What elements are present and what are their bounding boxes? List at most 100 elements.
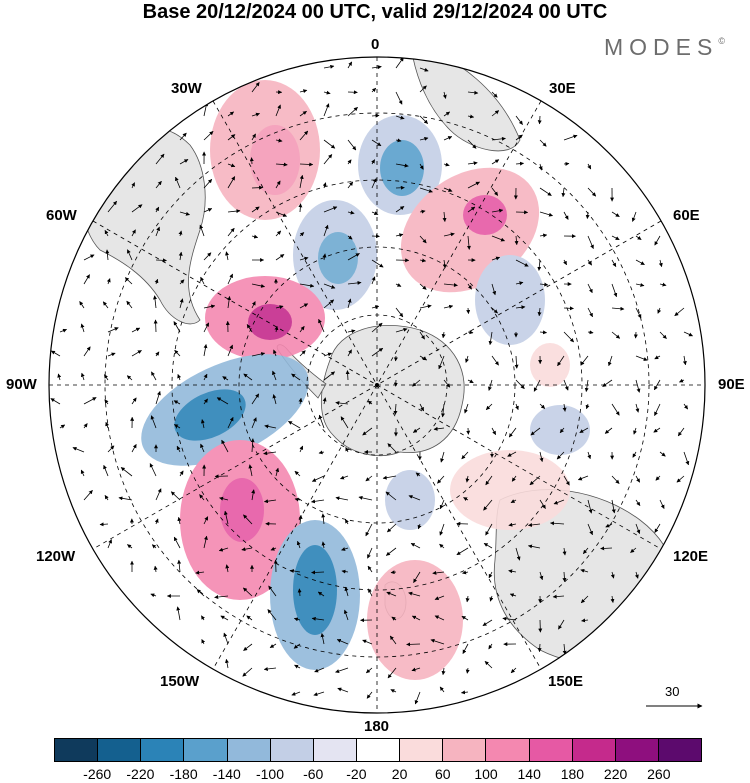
wind-arrow bbox=[299, 174, 304, 189]
wind-arrow bbox=[251, 283, 265, 288]
wind-arrow bbox=[515, 403, 519, 411]
wind-arrow bbox=[347, 329, 356, 334]
wind-arrow bbox=[635, 282, 645, 287]
wind-arrow bbox=[366, 691, 373, 699]
wind-arrow bbox=[587, 235, 594, 249]
wind-arrow bbox=[395, 233, 404, 238]
wind-arrow bbox=[611, 211, 620, 218]
wind-arrow bbox=[155, 226, 160, 237]
wind-arrow bbox=[563, 331, 574, 343]
wind-arrow bbox=[395, 57, 404, 69]
wind-arrow bbox=[251, 133, 256, 141]
wind-arrow bbox=[105, 249, 110, 261]
wind-arrow bbox=[103, 374, 109, 381]
wind-arrow bbox=[676, 475, 685, 483]
wind-arrow bbox=[107, 327, 119, 333]
wind-arrow bbox=[611, 331, 621, 339]
wind-arrow bbox=[631, 211, 637, 222]
wind-arrow bbox=[269, 643, 277, 649]
wind-arrow bbox=[131, 397, 137, 405]
wind-arrow bbox=[607, 355, 613, 367]
wind-arrow bbox=[395, 283, 402, 287]
wind-arrow bbox=[227, 176, 236, 189]
wind-arrow bbox=[387, 667, 397, 679]
wind-arrow bbox=[131, 204, 143, 213]
wind-arrow bbox=[126, 375, 133, 381]
wind-arrow bbox=[491, 355, 499, 366]
wind-arrow bbox=[294, 470, 301, 477]
wind-arrow bbox=[411, 615, 421, 621]
wind-arrow bbox=[251, 206, 260, 213]
wind-arrow bbox=[508, 522, 517, 527]
wind-arrow bbox=[251, 112, 260, 117]
wind-arrow bbox=[80, 372, 85, 381]
wind-arrow bbox=[362, 639, 373, 645]
wind-arrow bbox=[563, 211, 569, 220]
wind-arrow bbox=[561, 187, 566, 198]
wind-arrow bbox=[467, 139, 477, 149]
wind-arrow bbox=[299, 445, 304, 453]
wind-arrow bbox=[563, 259, 567, 266]
wind-arrow bbox=[587, 451, 592, 460]
colorbar-segment bbox=[529, 739, 573, 761]
wind-arrow bbox=[395, 327, 408, 333]
wind-arrow bbox=[491, 256, 501, 261]
wind-arrow bbox=[432, 570, 445, 575]
wind-arrow bbox=[443, 232, 455, 237]
wind-arrow bbox=[299, 350, 306, 357]
wind-arrow bbox=[387, 523, 397, 533]
wind-arrow bbox=[83, 397, 97, 405]
wind-arrow bbox=[539, 233, 548, 238]
wind-arrow bbox=[461, 690, 469, 695]
wind-arrow bbox=[323, 224, 329, 237]
wind-arrow bbox=[248, 464, 253, 477]
wind-arrow bbox=[107, 200, 118, 213]
wind-arrow bbox=[174, 349, 181, 357]
wind-arrow bbox=[558, 619, 565, 630]
wind-arrow bbox=[539, 451, 544, 462]
wind-arrow bbox=[83, 489, 93, 501]
wind-arrow bbox=[488, 331, 493, 346]
lon-label-90w: 90W bbox=[6, 376, 37, 393]
wind-arrow bbox=[556, 451, 565, 460]
wind-arrow bbox=[299, 130, 309, 141]
anomaly-100e-positive bbox=[450, 450, 570, 530]
wind-arrow bbox=[515, 134, 523, 141]
colorbar-tick-label: 220 bbox=[603, 766, 628, 782]
wind-arrow bbox=[335, 667, 349, 674]
wind-arrow bbox=[467, 114, 475, 119]
wind-arrow bbox=[203, 304, 216, 309]
wind-arrow bbox=[199, 494, 205, 501]
wind-arrow bbox=[539, 403, 546, 409]
wind-arrow bbox=[178, 230, 183, 237]
wind-arrow bbox=[562, 403, 567, 412]
wind-arrow bbox=[552, 594, 565, 599]
anomaly-70e-negative bbox=[475, 255, 545, 345]
wind-arrow bbox=[201, 639, 206, 645]
wind-arrow bbox=[251, 301, 256, 309]
wind-arrow bbox=[419, 283, 427, 290]
wind-arrow bbox=[438, 355, 445, 370]
wind-arrow bbox=[635, 475, 641, 483]
wind-arrow bbox=[173, 400, 181, 405]
wind-arrow bbox=[587, 187, 597, 197]
wind-arrow bbox=[179, 298, 184, 309]
wind-arrow bbox=[530, 427, 541, 436]
lon-label-60w: 60W bbox=[46, 207, 77, 224]
anomaly-180-negative bbox=[385, 470, 435, 530]
wind-arrow bbox=[414, 691, 421, 705]
wind-arrow bbox=[581, 618, 589, 623]
wind-arrow bbox=[385, 491, 397, 501]
wind-arrow bbox=[131, 350, 142, 357]
wind-arrow bbox=[539, 330, 547, 335]
wind-arrow bbox=[288, 420, 301, 429]
wind-arrow bbox=[563, 475, 570, 486]
lon-label-120w: 120W bbox=[36, 548, 76, 565]
colorbar-tick-label: 60 bbox=[435, 766, 451, 782]
wind-arrow bbox=[610, 595, 615, 603]
wind-arrow bbox=[344, 586, 349, 597]
wind-arrow bbox=[216, 397, 229, 405]
wind-arrow bbox=[177, 516, 182, 525]
wind-arrow bbox=[275, 254, 285, 261]
